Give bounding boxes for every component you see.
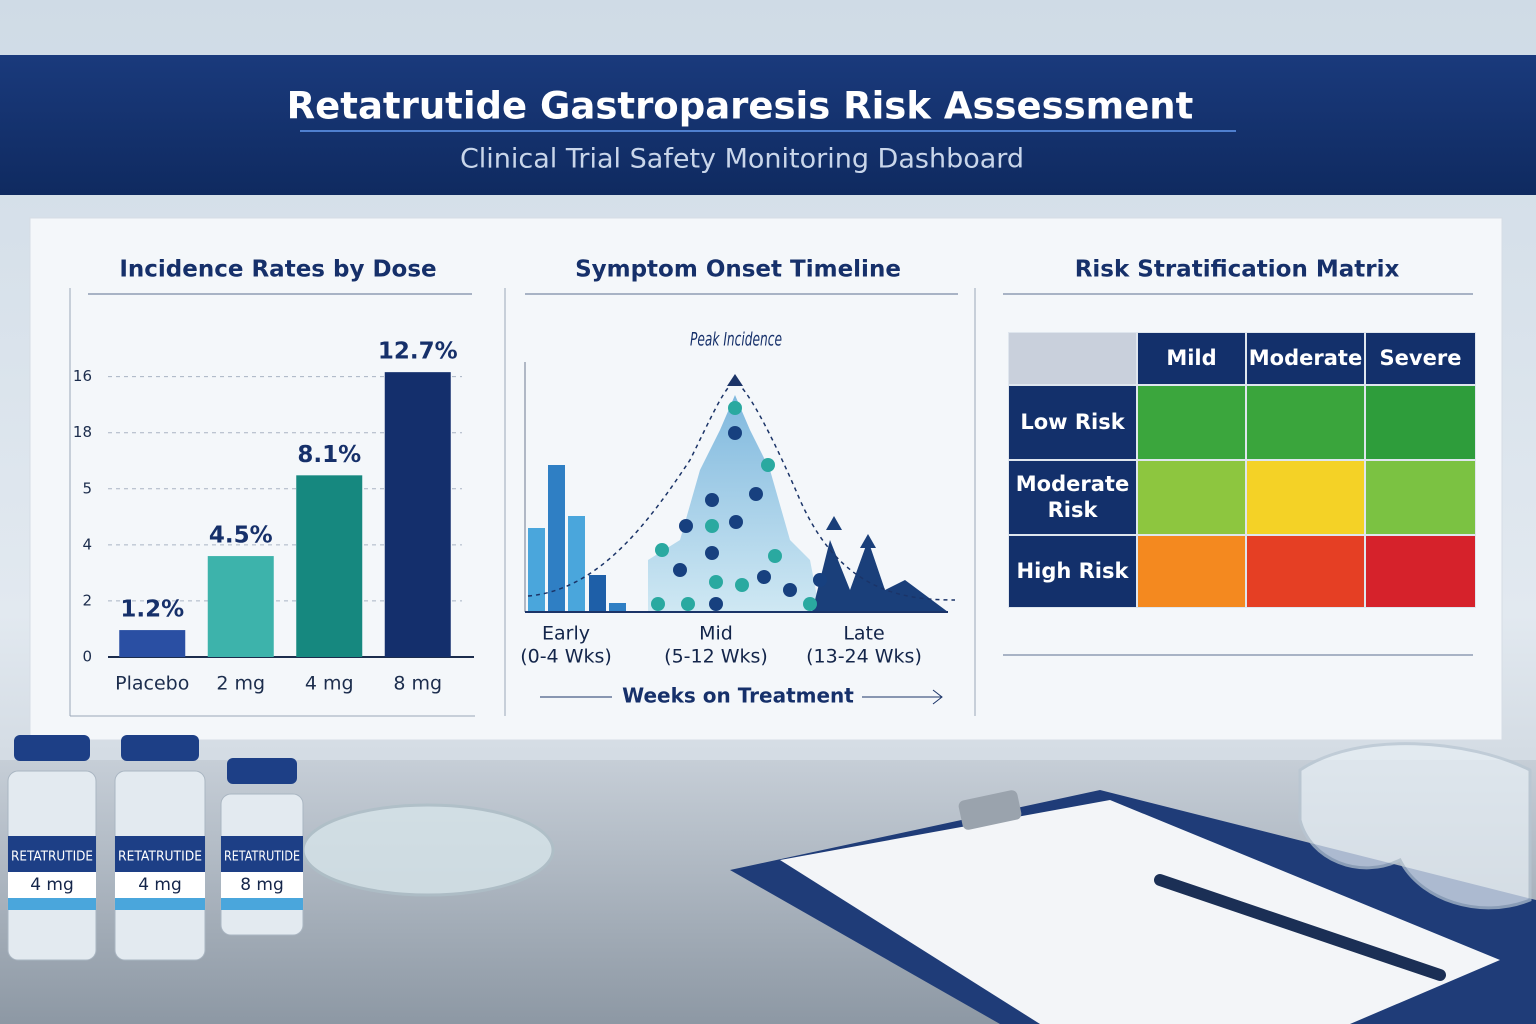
- x-tick-label: Late: [843, 623, 884, 645]
- header-band: [0, 55, 1536, 195]
- arrow: [932, 689, 943, 705]
- matrix-corner: [1008, 332, 1137, 385]
- shape: [528, 528, 545, 612]
- vial-name: RETATRUTIDE: [224, 850, 300, 865]
- y-tick-label: 0: [82, 648, 92, 666]
- x-axis-label: Weeks on Treatment: [622, 684, 854, 708]
- value-label: 1.2%: [120, 597, 184, 623]
- matrix-cell: [1137, 535, 1246, 608]
- x-tick-label: (5-12 Wks): [664, 646, 768, 668]
- vial-dose: 4 mg: [30, 875, 74, 895]
- x-tick-label: Early: [542, 623, 590, 645]
- x-tick-label: 4 mg: [305, 673, 354, 695]
- vial-name: RETATRUTIDE: [118, 850, 202, 865]
- x-tick-label: (0-4 Wks): [520, 646, 612, 668]
- row-header: Moderate Risk: [1008, 460, 1137, 535]
- paper: [780, 800, 1500, 1024]
- vial-cap: [14, 735, 90, 761]
- shape: [860, 534, 876, 548]
- row-header: Low Risk: [1008, 385, 1137, 460]
- vial-dose: 4 mg: [138, 875, 182, 895]
- value-label: 12.7%: [378, 339, 458, 365]
- goggles: [1298, 742, 1532, 910]
- vial-cap: [121, 735, 199, 761]
- y-tick-label: 4: [82, 535, 92, 553]
- column-header: Mild: [1137, 332, 1246, 385]
- x-tick-label: Mid: [699, 623, 733, 645]
- matrix-cell: [1246, 460, 1365, 535]
- row-header: High Risk: [1008, 535, 1137, 608]
- vial-dose-band: [221, 872, 303, 898]
- column-header: Moderate: [1246, 332, 1365, 385]
- y-tick-label: 16: [73, 367, 92, 385]
- shape: [812, 540, 948, 612]
- shape: [568, 516, 585, 612]
- vials: RETATRUTIDE 4 mg RETATRUTIDE 4 mg RETATRUTID…: [7, 735, 304, 961]
- value-label: 4.5%: [209, 523, 273, 549]
- y-tick-label: 2: [82, 591, 92, 609]
- y-tick-label: 18: [73, 423, 92, 441]
- bar: [296, 475, 363, 657]
- shape: [609, 603, 626, 612]
- vial-stripe: [8, 898, 96, 910]
- x-tick-label: (13-24 Wks): [806, 646, 922, 668]
- matrix-cell: [1365, 535, 1476, 608]
- bar: [207, 556, 274, 657]
- vial-dose-band: [115, 872, 205, 898]
- shape: [826, 516, 842, 530]
- clip: [958, 790, 1022, 830]
- x-tick-label: Placebo: [115, 673, 189, 695]
- value-label: 8.1%: [297, 442, 361, 468]
- matrix-cell: [1365, 460, 1476, 535]
- x-tick-label: 2 mg: [216, 673, 265, 695]
- vial-stripe: [115, 898, 205, 910]
- subtitle: Clinical Trial Safety Monitoring Dashboa…: [460, 144, 1024, 175]
- vial-dose: 8 mg: [240, 875, 284, 895]
- shape: [548, 465, 565, 612]
- bar: [119, 630, 186, 657]
- risk-matrix: Mild Moderate Severe Low Risk Moderate Risk H…: [1008, 332, 1476, 608]
- vial-name: RETATRUTIDE: [11, 850, 93, 865]
- peak-marker: [727, 374, 743, 386]
- matrix-cell: [1137, 460, 1246, 535]
- title: Retatrutide Gastroparesis Risk Assessmen…: [287, 85, 1194, 128]
- vial-cap: [227, 758, 297, 784]
- curve: [527, 381, 956, 601]
- column-header: Severe: [1365, 332, 1476, 385]
- bar: [384, 372, 451, 657]
- vial-dose-band: [8, 872, 96, 898]
- matrix-cell: [1246, 385, 1365, 460]
- matrix-cell: [1365, 385, 1476, 460]
- x-tick-label: 8 mg: [393, 673, 442, 695]
- pen: [1154, 874, 1446, 981]
- matrix-cell: [1137, 385, 1246, 460]
- chart-title: Symptom Onset Timeline: [575, 257, 901, 283]
- timeline-illustration: [524, 362, 956, 705]
- shape: [589, 575, 606, 612]
- chart-title: Incidence Rates by Dose: [119, 257, 436, 283]
- matrix-cell: [1246, 535, 1365, 608]
- petri-dish: [301, 803, 555, 897]
- chart-title: Risk Stratification Matrix: [1075, 257, 1400, 283]
- vial-stripe: [221, 898, 303, 910]
- y-tick-label: 5: [82, 479, 92, 497]
- annotation: Peak Incidence: [690, 329, 782, 351]
